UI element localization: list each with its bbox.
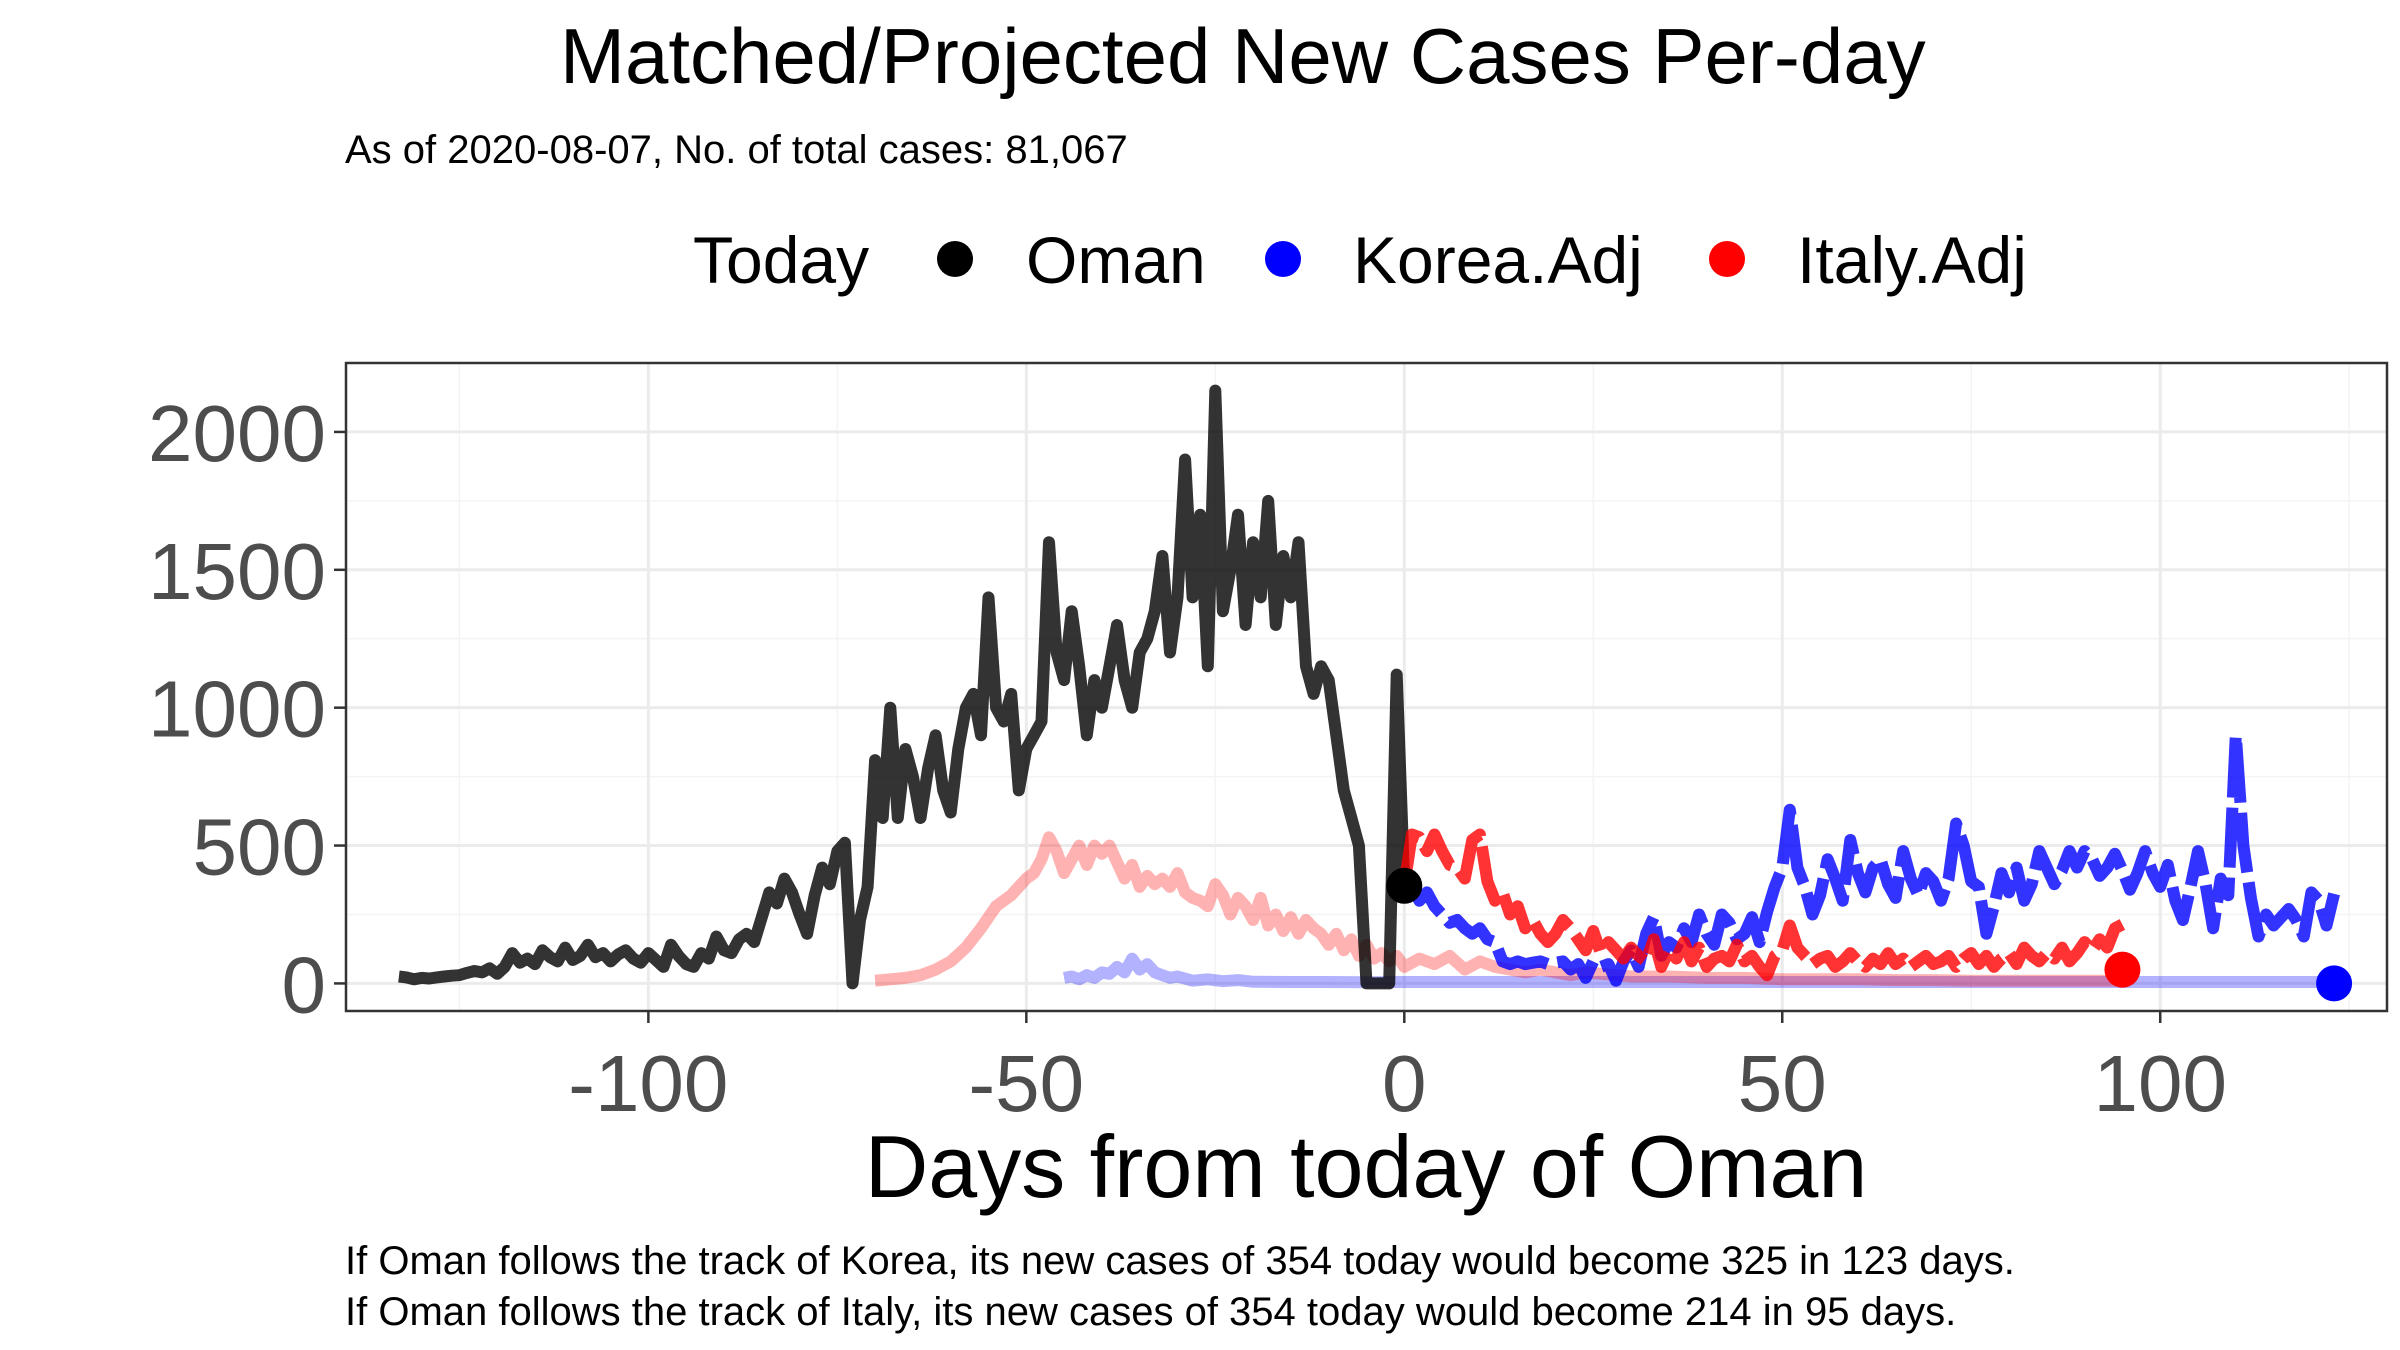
legend-title: Today bbox=[693, 223, 869, 297]
y-tick-label: 2000 bbox=[148, 389, 326, 478]
y-tick-label: 500 bbox=[193, 803, 326, 892]
legend-label-korea: Korea.Adj bbox=[1353, 223, 1643, 297]
legend-label-italy: Italy.Adj bbox=[1797, 223, 2027, 297]
x-tick-label: 0 bbox=[1382, 1039, 1427, 1128]
legend-label-oman: Oman bbox=[1026, 223, 1206, 297]
legend-key-italy bbox=[1709, 241, 1745, 277]
x-tick-label: 50 bbox=[1738, 1039, 1827, 1128]
x-tick-label: -50 bbox=[969, 1039, 1085, 1128]
legend: Today Oman Korea.Adj Italy.Adj bbox=[693, 223, 2027, 297]
x-axis: -100 -50 0 50 100 bbox=[568, 1011, 2227, 1128]
y-tick-label: 0 bbox=[282, 940, 327, 1029]
legend-key-oman bbox=[937, 241, 973, 277]
series-line-korea-adj-projected bbox=[1403, 729, 2340, 987]
today-point-korea-adj bbox=[2316, 965, 2353, 1002]
y-axis: 0 500 1000 1500 2000 bbox=[148, 389, 346, 1029]
chart-title: Matched/Projected New Cases Per-day bbox=[560, 12, 1926, 100]
legend-key-korea bbox=[1265, 241, 1301, 277]
chart-subtitle: As of 2020-08-07, No. of total cases: 81… bbox=[345, 128, 1128, 172]
caption-italy: If Oman follows the track of Italy, its … bbox=[345, 1290, 1956, 1334]
today-point-italy-adj bbox=[2104, 951, 2141, 988]
y-tick-label: 1000 bbox=[148, 665, 326, 754]
today-points bbox=[1386, 867, 2353, 1002]
y-tick-label: 1500 bbox=[148, 527, 326, 616]
series-line-oman-actual bbox=[398, 384, 1411, 990]
x-axis-title: Days from today of Oman bbox=[865, 1117, 1868, 1216]
grid bbox=[346, 363, 2387, 1011]
series-line-korea-adj-history bbox=[1063, 952, 2335, 989]
today-point-oman bbox=[1386, 867, 1423, 904]
caption-korea: If Oman follows the track of Korea, its … bbox=[345, 1239, 2015, 1283]
series-line-italy-adj-projected bbox=[1398, 828, 2126, 982]
x-tick-label: 100 bbox=[2093, 1039, 2226, 1128]
series-layer bbox=[398, 384, 2340, 990]
series-line-italy-adj-history bbox=[874, 831, 2123, 987]
x-tick-label: -100 bbox=[568, 1039, 728, 1128]
plot-panel-border bbox=[344, 361, 2389, 1013]
